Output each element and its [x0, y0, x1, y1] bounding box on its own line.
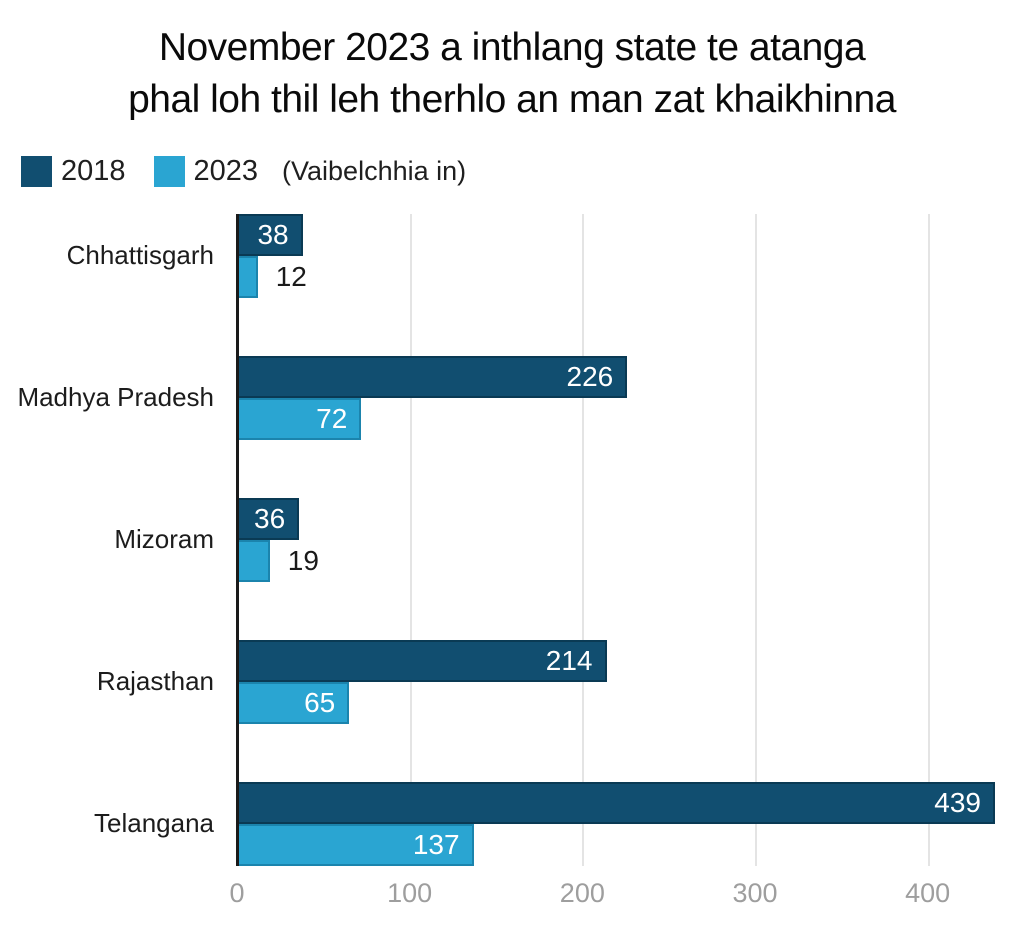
gridline — [755, 213, 757, 866]
bar-chart: Chhattisgarh Madhya Pradesh Mizoram Rajasth… — [0, 213, 1024, 934]
plot-area: 0 100 200 300 400 38 12 226 72 36 19 214 65 439 137 — [229, 213, 1014, 908]
legend: 2018 2023 (Vaibelchhia in) — [21, 155, 1024, 188]
category-label: Telangana — [94, 808, 214, 839]
category-label: Chhattisgarh — [66, 240, 214, 271]
bar-value-label: 439 — [934, 786, 981, 818]
category-labels-column: Chhattisgarh Madhya Pradesh Mizoram Rajasth… — [0, 214, 224, 866]
bar-value-label: 72 — [316, 402, 348, 434]
category-label: Madhya Pradesh — [17, 382, 214, 413]
x-axis-tick-label: 200 — [559, 877, 605, 908]
bar-group: 439 137 — [237, 781, 1014, 866]
bar-2023 — [237, 823, 474, 866]
x-axis-tick-label: 400 — [905, 877, 951, 908]
bar-group: 214 65 — [237, 639, 1014, 724]
x-axis-tick-label: 0 — [229, 877, 245, 908]
bar-2018 — [237, 355, 628, 398]
bar-value-label: 214 — [545, 644, 593, 676]
bar-2023 — [237, 539, 270, 582]
category-label: Rajasthan — [96, 666, 214, 697]
chart-title-line1: November 2023 a inthlang state te atanga — [158, 26, 866, 69]
chart-title: November 2023 a inthlang state te atanga… — [0, 0, 1024, 126]
bar-group: 226 72 — [237, 355, 1014, 440]
bar-value-label: 36 — [254, 502, 286, 534]
bar-2018 — [237, 497, 300, 540]
bar-value-label: 38 — [257, 218, 289, 250]
chart-title-line2: phal loh thil leh therhlo an man zat kha… — [128, 77, 896, 121]
bar-value-label: 137 — [412, 828, 460, 860]
category-label: Mizoram — [114, 524, 214, 555]
bar-2018 — [237, 781, 995, 824]
bar-value-label: 65 — [304, 686, 336, 718]
y-axis-line — [236, 213, 239, 866]
bar-value-label: 19 — [287, 544, 319, 576]
bar-group: 38 12 — [237, 213, 1014, 298]
bar-value-label: 12 — [275, 260, 307, 292]
legend-label-2023: 2023 — [193, 155, 259, 188]
bar-value-label: 226 — [566, 360, 614, 392]
x-axis-tick-label: 100 — [387, 877, 433, 908]
bar-2023 — [237, 681, 350, 724]
legend-swatch-2023 — [153, 156, 185, 188]
gridline — [582, 213, 585, 866]
bar-2023 — [237, 255, 258, 298]
legend-label-2018: 2018 — [61, 155, 126, 188]
x-axis-tick-label: 300 — [732, 877, 778, 908]
bar-2023 — [237, 397, 362, 440]
legend-swatch-2018 — [21, 156, 52, 188]
legend-note: (Vaibelchhia in) — [282, 156, 467, 187]
bar-group: 36 19 — [237, 497, 1014, 582]
gridline — [927, 213, 930, 866]
gridline — [409, 213, 412, 866]
